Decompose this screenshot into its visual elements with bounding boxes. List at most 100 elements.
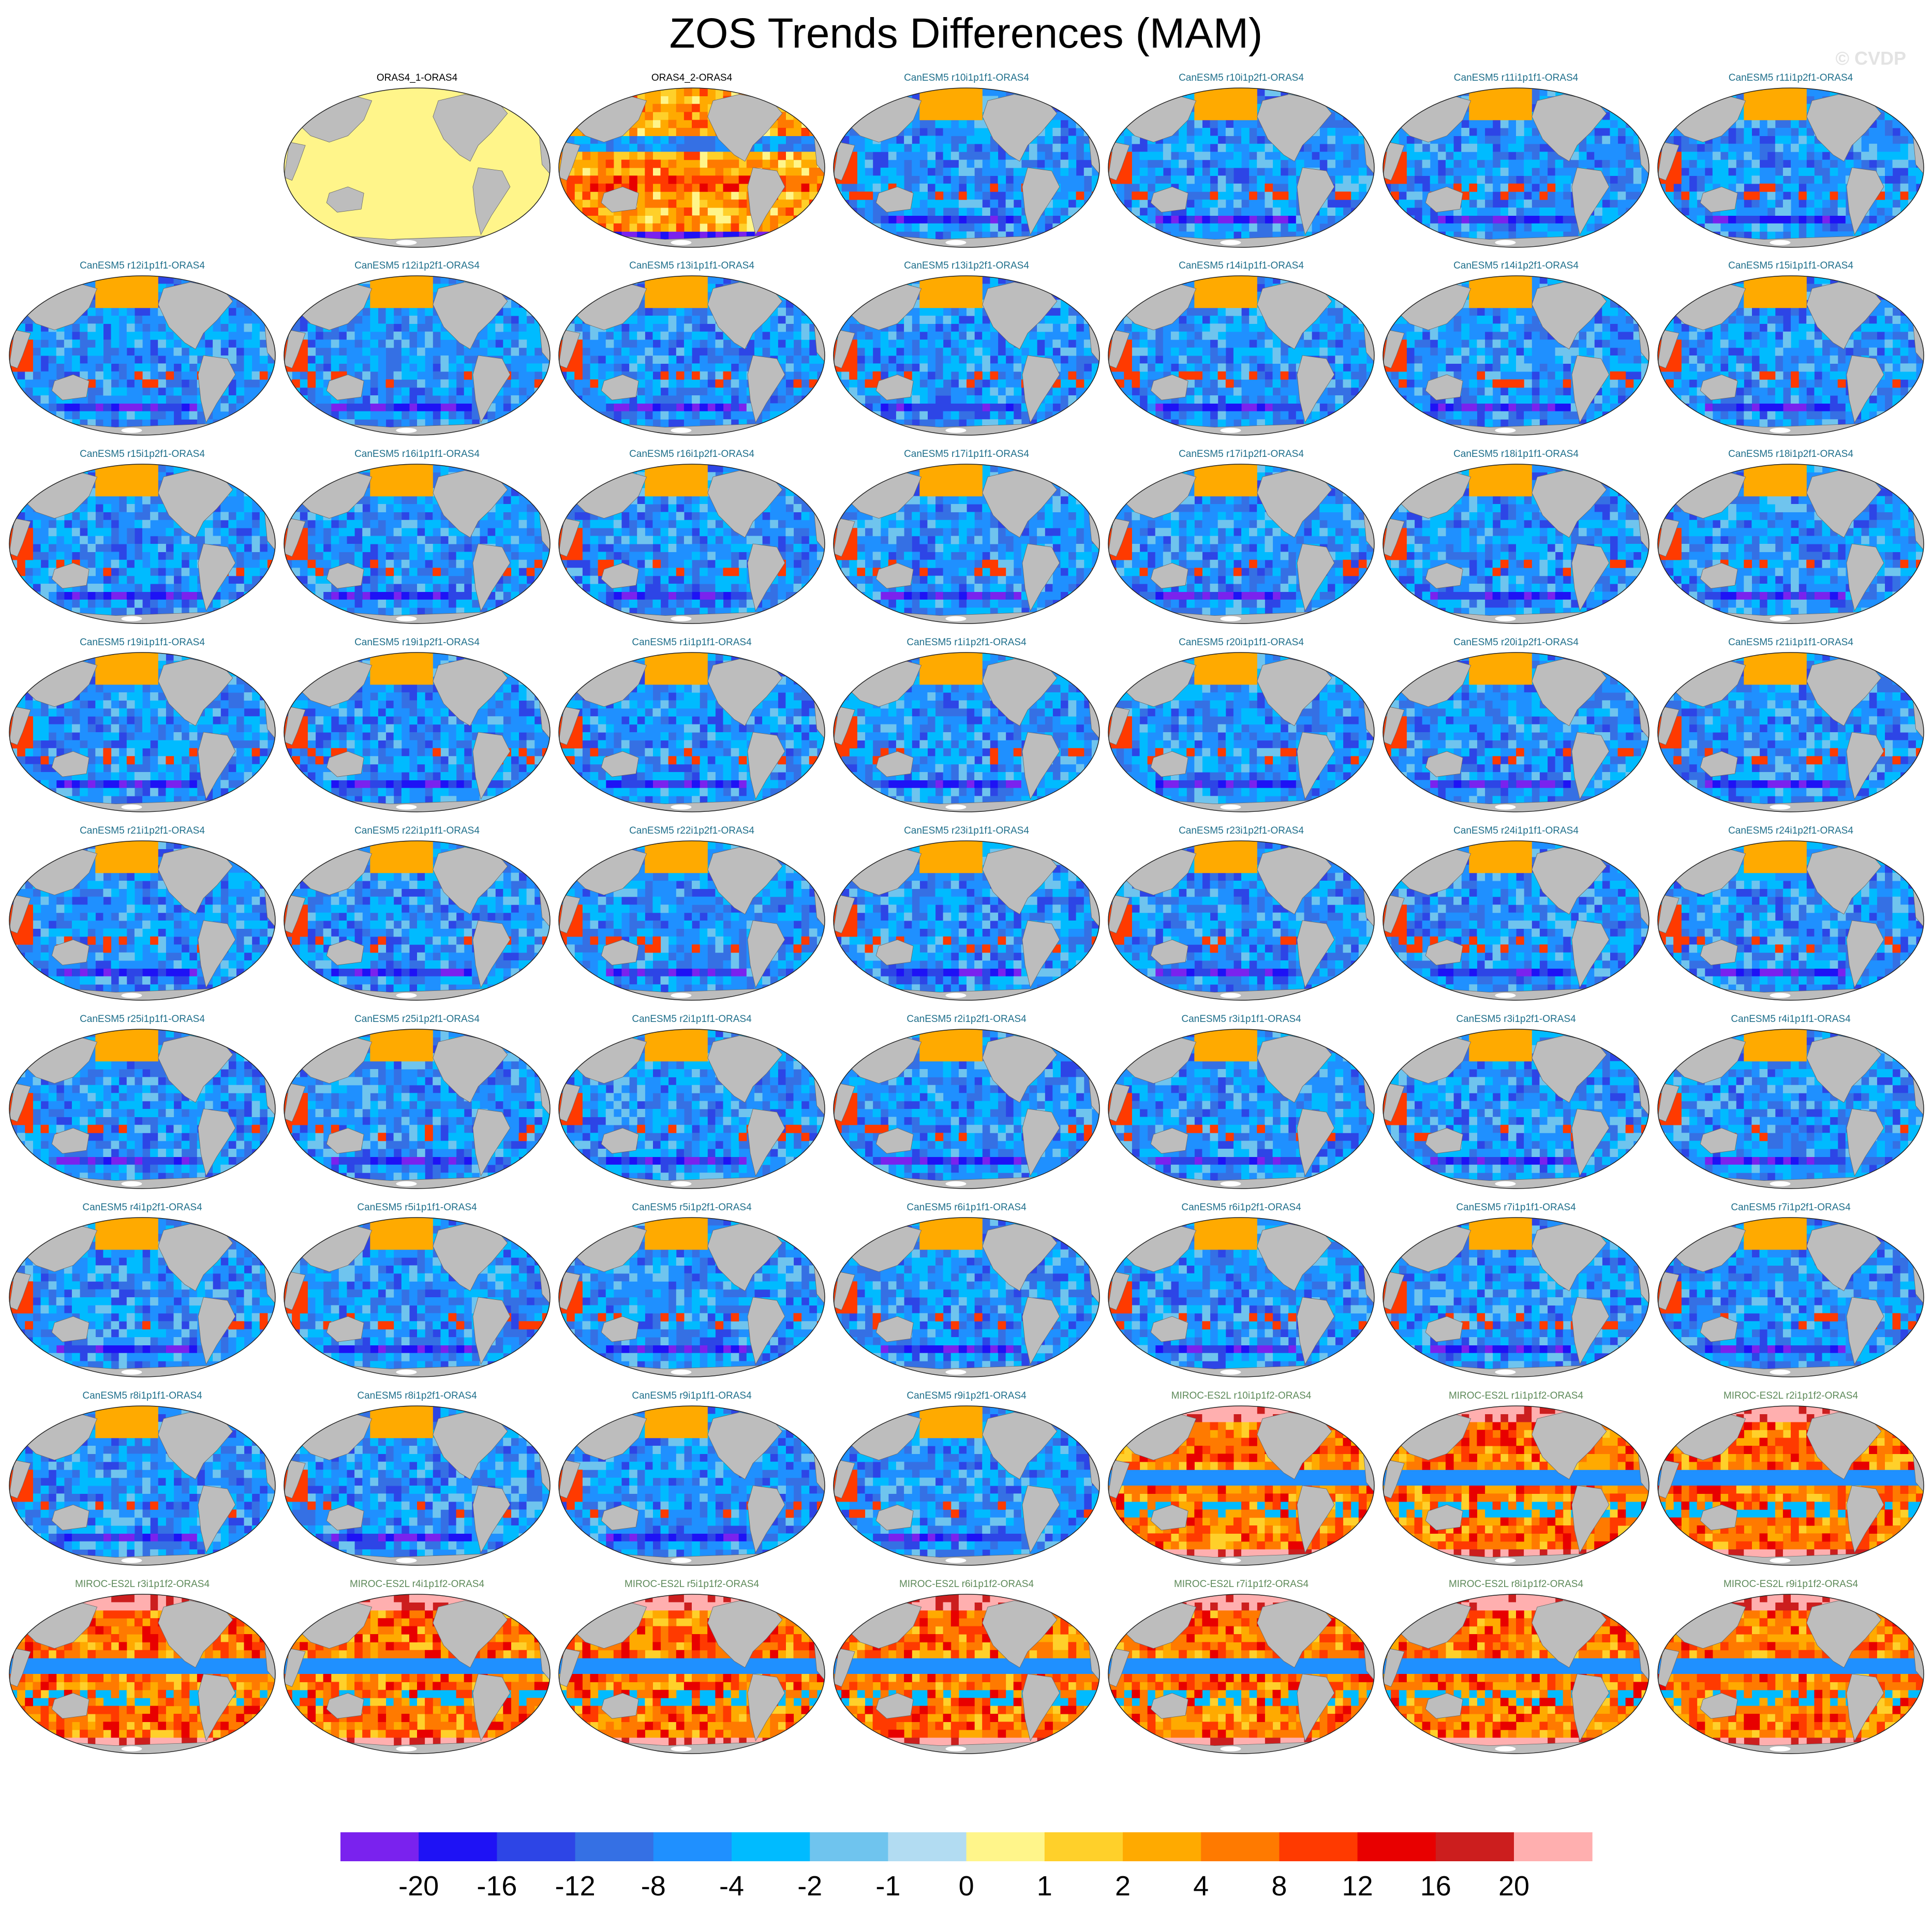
panel-label: CanESM5 r2i1p1f1-ORAS4 [632,1014,752,1025]
panel-label: CanESM5 r15i1p1f1-ORAS4 [1728,260,1853,271]
colorbar-tick-label: -16 [477,1871,517,1902]
panel-label: CanESM5 r5i1p2f1-ORAS4 [632,1202,752,1213]
panel-label: CanESM5 r25i1p1f1-ORAS4 [80,1014,205,1025]
panel-label: CanESM5 r1i1p1f1-ORAS4 [632,637,752,648]
map-panel-grid: ORAS4_1-ORAS4 ORAS4_2-ORAS4 CanESM5 r10i1p… [9,72,1924,1754]
panel-label: CanESM5 r12i1p1f1-ORAS4 [80,260,205,271]
colorbar-tick-label: -2 [797,1871,822,1902]
panel-label: CanESM5 r23i1p2f1-ORAS4 [1179,825,1304,836]
map-panel: CanESM5 r5i1p1f1-ORAS4 [284,1202,551,1377]
map-panel: CanESM5 r22i1p1f1-ORAS4 [284,825,551,1001]
map-panel: CanESM5 r21i1p1f1-ORAS4 [1657,637,1924,812]
colorbar-swatch [732,1832,810,1861]
panel-label: CanESM5 r18i1p1f1-ORAS4 [1453,449,1579,459]
panel-label: CanESM5 r13i1p1f1-ORAS4 [629,260,754,271]
map-panel: CanESM5 r14i1p2f1-ORAS4 [1383,260,1649,436]
map-panel: CanESM5 r20i1p1f1-ORAS4 [1108,637,1375,812]
map-panel: CanESM5 r16i1p2f1-ORAS4 [558,449,825,624]
panel-label: MIROC-ES2L r10i1p1f2-ORAS4 [1171,1390,1312,1401]
panel-label: MIROC-ES2L r6i1p1f2-ORAS4 [899,1579,1034,1590]
map-panel: CanESM5 r18i1p1f1-ORAS4 [1383,449,1649,624]
colorbar-tick-label: 0 [959,1871,974,1902]
panel-label: CanESM5 r9i1p2f1-ORAS4 [906,1390,1027,1401]
panel-label: CanESM5 r8i1p2f1-ORAS4 [357,1390,477,1401]
panel-label: CanESM5 r13i1p2f1-ORAS4 [904,260,1029,271]
panel-label: CanESM5 r19i1p1f1-ORAS4 [80,637,205,648]
panel-label: CanESM5 r23i1p1f1-ORAS4 [904,825,1029,836]
panel-label: MIROC-ES2L r8i1p1f2-ORAS4 [1449,1579,1584,1590]
map-panel: CanESM5 r6i1p1f1-ORAS4 [833,1202,1100,1377]
colorbar-tick-label: 4 [1193,1871,1209,1902]
map-panel: CanESM5 r13i1p1f1-ORAS4 [558,260,825,436]
panel-label: CanESM5 r1i1p2f1-ORAS4 [906,637,1027,648]
panel-label: CanESM5 r21i1p1f1-ORAS4 [1728,637,1853,648]
panel-label: CanESM5 r25i1p2f1-ORAS4 [354,1014,480,1025]
colorbar-tick-label: 2 [1115,1871,1131,1902]
panel-label: CanESM5 r9i1p1f1-ORAS4 [632,1390,752,1401]
panel-label: CanESM5 r11i1p2f1-ORAS4 [1729,72,1853,83]
panel-label: CanESM5 r3i1p2f1-ORAS4 [1456,1014,1576,1025]
panel-label: CanESM5 r2i1p2f1-ORAS4 [906,1014,1027,1025]
colorbar-tick-label: 12 [1342,1871,1373,1902]
panel-label: MIROC-ES2L r9i1p1f2-ORAS4 [1723,1579,1859,1590]
watermark: © CVDP [1835,48,1906,69]
colorbar-swatch [1279,1832,1358,1861]
map-panel: CanESM5 r14i1p1f1-ORAS4 [1108,260,1375,436]
panel-label: MIROC-ES2L r2i1p1f2-ORAS4 [1723,1390,1859,1401]
panel-label: CanESM5 r4i1p2f1-ORAS4 [82,1202,202,1213]
colorbar-swatch [1201,1832,1280,1861]
colorbar-tick-label: 8 [1271,1871,1287,1902]
map-panel: CanESM5 r5i1p2f1-ORAS4 [558,1202,825,1377]
panel-label: CanESM5 r24i1p1f1-ORAS4 [1453,825,1579,836]
map-panel: CanESM5 r12i1p1f1-ORAS4 [9,260,276,436]
panel-label: ORAS4_2-ORAS4 [651,72,733,83]
map-panel: CanESM5 r9i1p2f1-ORAS4 [833,1390,1100,1566]
panel-label: MIROC-ES2L r7i1p1f2-ORAS4 [1174,1579,1309,1590]
map-panel: CanESM5 r7i1p2f1-ORAS4 [1657,1202,1924,1377]
panel-label: CanESM5 r7i1p2f1-ORAS4 [1731,1202,1851,1213]
map-panel: CanESM5 r17i1p2f1-ORAS4 [1108,449,1375,624]
map-panel: MIROC-ES2L r3i1p1f2-ORAS4 [9,1579,276,1754]
map-panel: MIROC-ES2L r10i1p1f2-ORAS4 [1108,1390,1375,1566]
panel-label: CanESM5 r20i1p1f1-ORAS4 [1179,637,1304,648]
map-panel: CanESM5 r9i1p1f1-ORAS4 [558,1390,825,1566]
map-panel: CanESM5 r16i1p1f1-ORAS4 [284,449,551,624]
map-panel: MIROC-ES2L r1i1p1f2-ORAS4 [1383,1390,1649,1566]
panel-label: CanESM5 r14i1p1f1-ORAS4 [1179,260,1304,271]
map-panel: MIROC-ES2L r7i1p1f2-ORAS4 [1108,1579,1375,1754]
panel-label: CanESM5 r16i1p1f1-ORAS4 [354,449,480,459]
map-panel: CanESM5 r4i1p2f1-ORAS4 [9,1202,276,1377]
map-panel: CanESM5 r11i1p1f1-ORAS4 [1383,72,1649,248]
map-panel: CanESM5 r3i1p1f1-ORAS4 [1108,1014,1375,1189]
map-panel: MIROC-ES2L r4i1p1f2-ORAS4 [284,1579,551,1754]
colorbar-tick-label: 1 [1037,1871,1052,1902]
colorbar-swatch [653,1832,732,1861]
map-panel: CanESM5 r21i1p2f1-ORAS4 [9,825,276,1001]
map-panel: CanESM5 r20i1p2f1-ORAS4 [1383,637,1649,812]
colorbar-swatch [575,1832,654,1861]
panel-label: CanESM5 r16i1p2f1-ORAS4 [629,449,754,459]
map-panel: MIROC-ES2L r9i1p1f2-ORAS4 [1657,1579,1924,1754]
panel-label: ORAS4_1-ORAS4 [377,72,458,83]
map-panel: CanESM5 r1i1p1f1-ORAS4 [558,637,825,812]
map-panel: CanESM5 r23i1p1f1-ORAS4 [833,825,1100,1001]
panel-label: MIROC-ES2L r5i1p1f2-ORAS4 [625,1579,760,1590]
panel-label: CanESM5 r17i1p1f1-ORAS4 [904,449,1029,459]
panel-label: MIROC-ES2L r3i1p1f2-ORAS4 [75,1579,210,1590]
colorbar-swatch [1435,1832,1514,1861]
map-panel: CanESM5 r12i1p2f1-ORAS4 [284,260,551,436]
colorbar-tick-label: 16 [1420,1871,1451,1902]
map-panel: CanESM5 r15i1p1f1-ORAS4 [1657,260,1924,436]
map-panel: CanESM5 r7i1p1f1-ORAS4 [1383,1202,1649,1377]
map-panel: CanESM5 r11i1p2f1-ORAS4 [1657,72,1924,248]
panel-label: CanESM5 r10i1p2f1-ORAS4 [1179,72,1304,83]
panel-label: CanESM5 r11i1p1f1-ORAS4 [1454,72,1579,83]
colorbar-tick-label: -12 [555,1871,596,1902]
colorbar-swatch [966,1832,1045,1861]
panel-label: CanESM5 r18i1p2f1-ORAS4 [1728,449,1853,459]
map-panel: ORAS4_1-ORAS4 [284,72,551,248]
map-panel: CanESM5 r19i1p1f1-ORAS4 [9,637,276,812]
map-panel: CanESM5 r8i1p1f1-ORAS4 [9,1390,276,1566]
panel-label: CanESM5 r3i1p1f1-ORAS4 [1181,1014,1301,1025]
map-panel: CanESM5 r19i1p2f1-ORAS4 [284,637,551,812]
